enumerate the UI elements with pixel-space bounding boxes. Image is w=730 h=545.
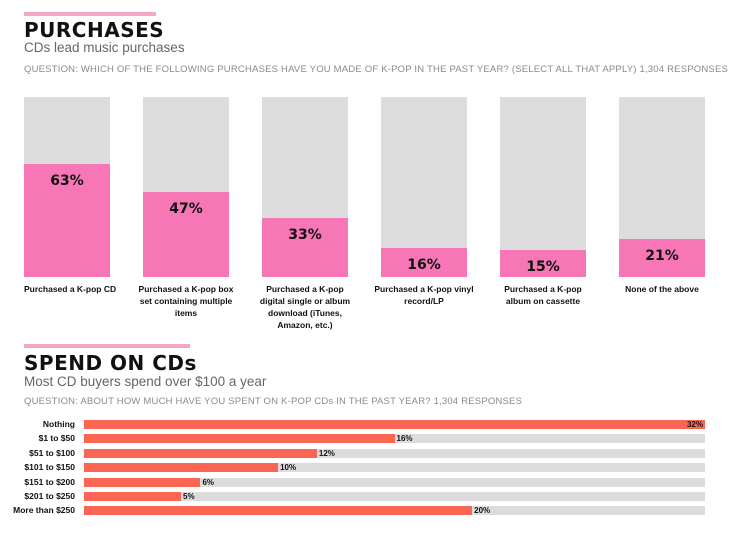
- purchase-column: 15%: [500, 97, 586, 277]
- spend-category-label: Nothing: [42, 419, 75, 429]
- spend-category-label: $201 to $250: [24, 491, 75, 501]
- spend-bar-track: 16%: [84, 434, 705, 444]
- spend-title: SPEND ON CDs: [24, 351, 197, 375]
- spend-subtitle: Most CD buyers spend over $100 a year: [24, 374, 267, 389]
- spend-bar: [84, 492, 182, 501]
- spend-category-label: $51 to $100: [29, 447, 75, 458]
- spend-bar: [84, 463, 279, 473]
- spend-category-label: $101 to $150: [24, 462, 75, 473]
- purchase-bar: [619, 239, 705, 277]
- spend-bar-track: 20%: [84, 506, 705, 516]
- spend-value-label: 6%: [202, 477, 214, 487]
- purchase-column: 21%: [619, 97, 705, 277]
- spend-category-label: More than $250: [13, 505, 75, 516]
- purchase-value-label: 33%: [288, 226, 322, 243]
- purchase-column: 33%: [262, 97, 348, 277]
- purchase-column: 47%: [143, 97, 229, 277]
- purchase-value-label: 21%: [645, 248, 679, 265]
- spend-bar-track: 32%: [84, 420, 705, 429]
- purchases-subtitle: CDs lead music purchases: [24, 40, 185, 55]
- purchase-value-label: 63%: [50, 172, 84, 189]
- spend-bar-track: 10%: [84, 463, 705, 473]
- spend-category-label: $151 to $200: [24, 476, 75, 487]
- purchase-value-label: 15%: [526, 259, 560, 275]
- spend-category-label: $1 to $50: [38, 433, 75, 444]
- purchase-column: 63%: [24, 97, 110, 277]
- spend-bar: [84, 420, 705, 429]
- purchases-question: QUESTION: WHICH OF THE FOLLOWING PURCHAS…: [24, 64, 729, 75]
- spend-bar: [84, 448, 317, 458]
- spend-bar-track: 5%: [84, 492, 705, 501]
- spend-accent-bar: [24, 344, 190, 348]
- spend-bar: [84, 477, 201, 487]
- spend-value-label: 12%: [318, 448, 335, 458]
- purchases-accent-bar: [24, 12, 156, 16]
- spend-value-label: 16%: [396, 434, 413, 444]
- purchase-bar: [500, 250, 586, 277]
- purchase-bar: [381, 248, 467, 277]
- purchase-value-label: 16%: [407, 257, 441, 274]
- purchase-category-label: Purchased a K-pop album on cassette: [504, 284, 582, 306]
- spend-value-label: 10%: [280, 463, 297, 473]
- spend-bar: [84, 506, 473, 516]
- spend-value-label: 32%: [686, 420, 703, 429]
- spend-question: QUESTION: ABOUT HOW MUCH HAVE YOU SPENT …: [24, 396, 523, 407]
- spend-bar: [84, 434, 395, 444]
- spend-value-label: 5%: [183, 492, 195, 501]
- purchase-category-label: Purchased a K-pop CD: [24, 284, 117, 294]
- purchase-category-label: Purchased a K-pop box set containing mul…: [138, 284, 234, 318]
- purchase-category-label: None of the above: [625, 284, 699, 294]
- purchase-category-label: Purchased a K-pop vinyl record/LP: [374, 284, 474, 306]
- purchase-value-label: 47%: [169, 201, 203, 218]
- purchase-column: 16%: [381, 97, 467, 277]
- purchase-bar: [143, 192, 229, 277]
- purchase-bar: [262, 217, 348, 277]
- purchase-category-label: Purchased a K-pop digital single or albu…: [259, 284, 351, 330]
- purchases-title: PURCHASES: [24, 18, 165, 42]
- spend-bar-track: 12%: [84, 448, 705, 458]
- spend-value-label: 20%: [474, 506, 491, 516]
- spend-bar-track: 6%: [84, 477, 705, 487]
- purchase-bar: [24, 163, 110, 277]
